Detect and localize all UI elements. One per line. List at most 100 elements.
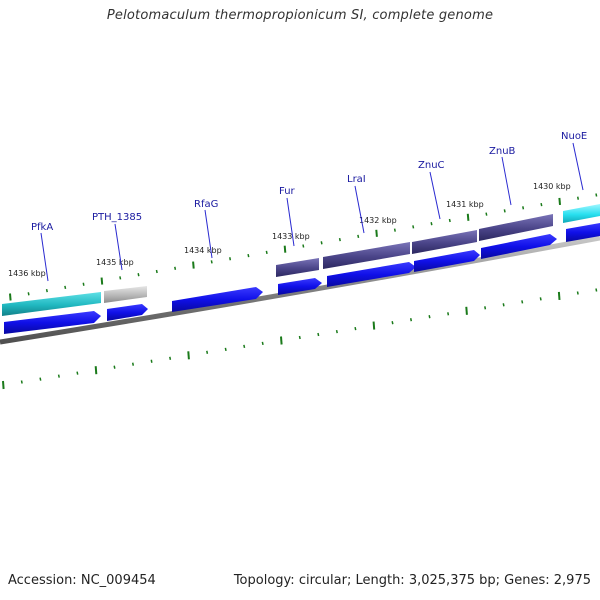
cog-segment-pth1385[interactable] <box>104 286 147 303</box>
cds-arrow-fur[interactable] <box>278 278 322 295</box>
gene-label-nuoe[interactable]: NuoE <box>561 131 587 142</box>
gene-label-lrai[interactable]: LraI <box>347 174 366 185</box>
outer-scale-tick <box>412 225 415 229</box>
cds-track <box>4 223 600 334</box>
inner-scale-tick <box>298 335 301 340</box>
outer-scale-tick <box>522 206 525 210</box>
gene-label-znub[interactable]: ZnuB <box>489 146 516 157</box>
outer-scale-tick <box>485 212 488 216</box>
inner-scale-tick <box>224 347 227 352</box>
inner-scale-tick <box>335 329 338 334</box>
scale-label-1436: 1436 kbp <box>8 269 46 278</box>
length-label: Length: <box>355 573 405 588</box>
outer-scale-tick <box>174 266 177 270</box>
inner-scale-tick <box>576 291 579 295</box>
outer-scale-tick <box>466 213 470 221</box>
outer-scale-tick <box>265 250 268 255</box>
outer-scale-ticks <box>9 193 598 301</box>
cds-arrow-pfka[interactable] <box>4 311 101 334</box>
cds-arrow-znuc[interactable] <box>414 250 480 272</box>
inner-scale-tick <box>317 332 320 337</box>
outer-scale-tick <box>540 202 543 207</box>
gene-label-pth1385[interactable]: PTH_1385 <box>92 212 142 223</box>
cds-arrow-znub[interactable] <box>481 234 557 259</box>
gene-label-rfag[interactable]: RfaG <box>194 199 218 210</box>
scale-label-1432: 1432 kbp <box>359 216 397 225</box>
accession-info: Accession: NC_009454 <box>8 573 156 588</box>
outer-scale-tick <box>210 260 213 264</box>
inner-scale-tick <box>150 359 153 363</box>
outer-scale-tick <box>119 276 122 280</box>
inner-scale-tick <box>187 351 190 360</box>
outer-scale-tick <box>357 234 360 239</box>
genome-title: Pelotomaculum thermopropionicum SI, comp… <box>106 8 494 23</box>
leader-fur <box>286 197 295 247</box>
inner-scale-tick <box>354 326 357 331</box>
topology-value: circular <box>298 573 347 588</box>
length-value: 3,025,375 bp <box>408 573 496 588</box>
inner-scale-tick <box>502 303 505 307</box>
inner-scale-tick <box>428 315 431 319</box>
outer-scale-tick <box>45 288 48 293</box>
cds-arrow-nuoe[interactable] <box>566 223 600 242</box>
cog-segment-pfka[interactable] <box>2 292 101 316</box>
leader-nuoe <box>572 142 584 191</box>
inner-scale-tick <box>521 300 524 304</box>
accession-label: Accession: <box>8 573 77 588</box>
inner-scale-tick <box>391 321 394 325</box>
inner-scale-tick <box>261 341 264 346</box>
inner-scale-tick <box>409 318 413 322</box>
genes-value: 2,975 <box>553 573 591 588</box>
scale-label-1431: 1431 kbp <box>446 200 484 209</box>
outer-scale-tick <box>320 241 323 245</box>
inner-scale-tick <box>539 297 542 301</box>
gene-leader-lines <box>40 142 584 282</box>
outer-scale-tick <box>82 282 85 286</box>
cog-segment-fur[interactable] <box>276 258 319 277</box>
outer-scale-tick <box>430 222 433 226</box>
leader-pth1385 <box>114 223 123 271</box>
outer-scale-tick <box>393 228 396 232</box>
cog-track <box>2 204 600 316</box>
outer-scale-tick <box>64 285 67 290</box>
inner-scale-tick <box>113 365 116 369</box>
inner-scale-tick <box>484 306 487 310</box>
inner-scale-tick <box>447 312 450 316</box>
genome-backbone <box>0 235 600 345</box>
scale-label-1433: 1433 kbp <box>272 232 310 241</box>
cog-segment-lrai[interactable] <box>323 242 410 269</box>
scale-label-1435: 1435 kbp <box>96 258 134 267</box>
cds-arrow-rfag[interactable] <box>172 287 263 312</box>
outer-scale-tick <box>100 277 104 285</box>
gene-label-pfka[interactable]: PfkA <box>31 222 53 233</box>
cog-segment-znuc[interactable] <box>412 230 477 254</box>
outer-scale-tick <box>595 193 598 197</box>
cds-arrow-lrai[interactable] <box>327 262 416 287</box>
outer-scale-tick <box>375 229 378 237</box>
outer-scale-tick <box>247 253 250 258</box>
accession-value: NC_009454 <box>80 573 156 588</box>
leader-pfka <box>40 232 49 282</box>
inner-scale-ticks <box>2 288 598 390</box>
gene-label-fur[interactable]: Fur <box>279 186 296 197</box>
gene-label-znuc[interactable]: ZnuC <box>418 160 445 171</box>
cog-segment-znub[interactable] <box>479 214 553 241</box>
leader-lrai <box>354 185 365 234</box>
inner-scale-tick <box>57 374 60 378</box>
inner-scale-tick <box>372 321 376 330</box>
cds-arrow-pth1385[interactable] <box>107 304 148 321</box>
outer-scale-tick <box>338 237 341 242</box>
outer-scale-tick <box>155 269 158 274</box>
inner-scale-tick <box>131 362 135 366</box>
outer-scale-tick <box>503 209 506 213</box>
genes-label: Genes: <box>504 573 550 588</box>
topology-label: Topology: <box>233 573 295 588</box>
leader-znuc <box>429 171 441 220</box>
outer-scale-tick <box>576 196 580 200</box>
cog-segment-nuoe[interactable] <box>563 204 600 223</box>
inner-scale-tick <box>169 356 172 360</box>
outer-scale-tick <box>448 218 451 223</box>
leader-znub <box>501 156 512 206</box>
inner-scale-tick <box>595 288 598 292</box>
